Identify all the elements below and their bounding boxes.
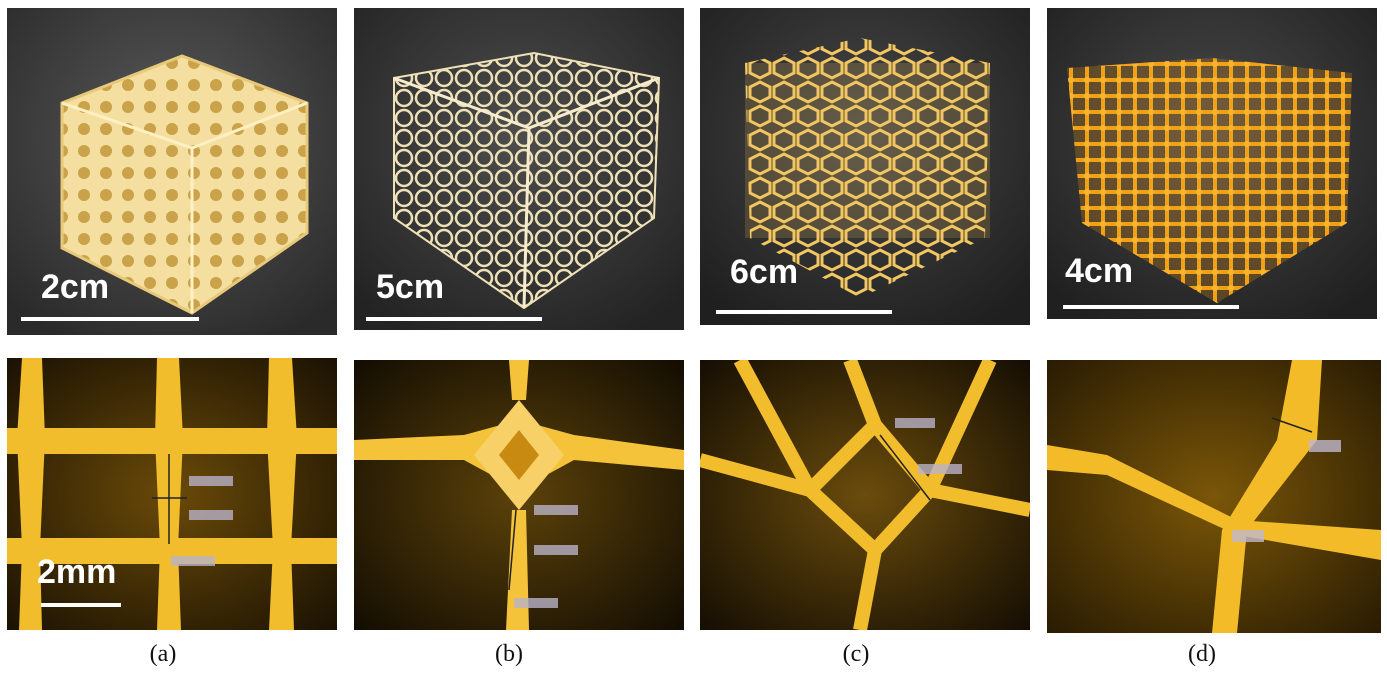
caption-b: (b): [495, 641, 523, 667]
scale-bar-d: [1063, 305, 1239, 309]
scale-label-a: 2cm: [41, 268, 110, 306]
scale-bar-b: [366, 317, 542, 321]
scale-bar-a: [21, 317, 199, 321]
micrograph-panel-a: 2mm: [7, 358, 337, 630]
caption-a: (a): [149, 641, 177, 667]
scale-label-c: 6cm: [730, 253, 799, 291]
micrograph-b: [354, 360, 684, 630]
scale-bar-c: [716, 310, 892, 314]
lattice-cube-photo-d: [1047, 8, 1377, 319]
micrograph-panel-c: [700, 360, 1030, 630]
photo-panel-d: 4cm: [1047, 8, 1377, 319]
photo-panel-c: 6cm: [700, 8, 1030, 325]
scale-label-b: 5cm: [376, 268, 445, 306]
scale-label-d: 4cm: [1065, 252, 1134, 290]
micrograph-d: [1047, 360, 1381, 633]
micro-scale-label-a: 2mm: [37, 553, 117, 591]
micrograph-panel-b: [354, 360, 684, 630]
caption-d: (d): [1188, 641, 1216, 667]
micrograph-panel-d: [1047, 360, 1381, 633]
lattice-cube-photo-a: [7, 8, 337, 335]
photo-panel-b: 5cm: [354, 8, 684, 330]
caption-c: (c): [842, 641, 870, 667]
lattice-cube-photo-b: [354, 8, 684, 330]
micrograph-c: [700, 360, 1030, 630]
micrograph-a: [7, 358, 337, 630]
micro-scale-bar-a: [41, 603, 121, 607]
photo-panel-a: 2cm: [7, 8, 337, 335]
lattice-cube-photo-c: [700, 8, 1030, 325]
